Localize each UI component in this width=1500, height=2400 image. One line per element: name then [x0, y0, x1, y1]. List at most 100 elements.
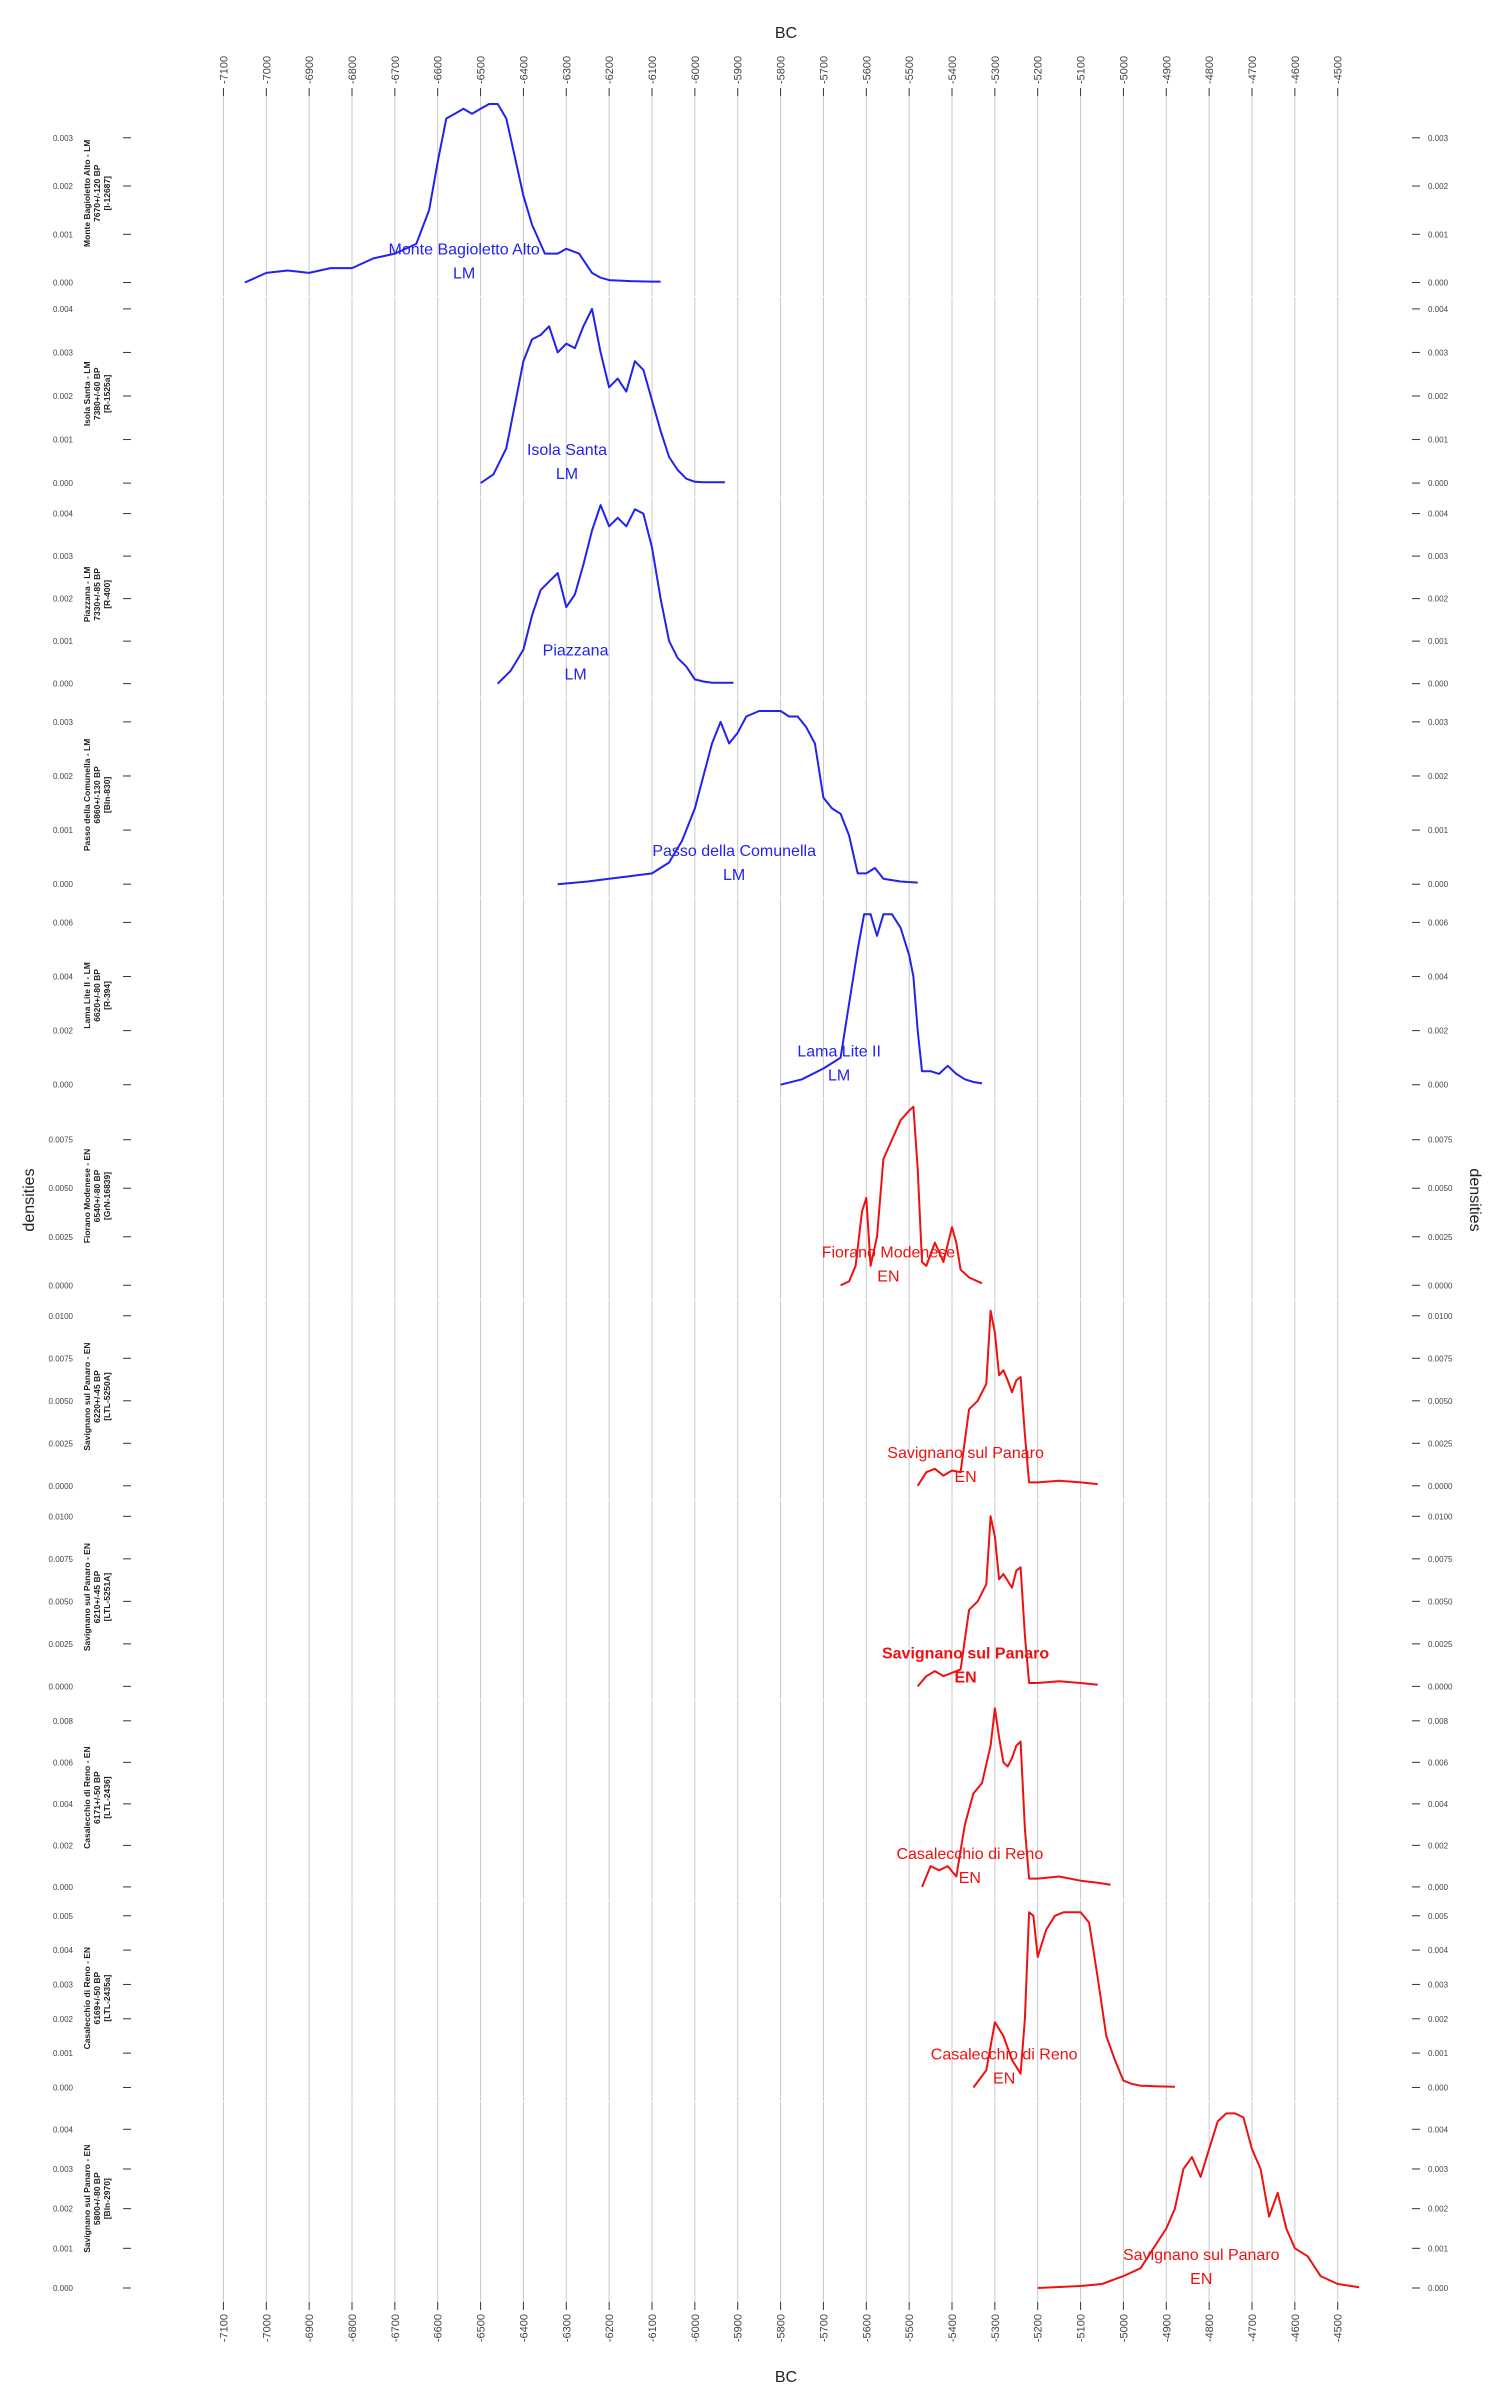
culture-label: EN — [959, 1870, 981, 1887]
sample-label-line: 6620+/-80 BP — [92, 969, 102, 1022]
culture-label: EN — [877, 1268, 899, 1285]
sample-label-line: 7380+/-60 BP — [92, 367, 102, 420]
y-tick-label-left: 0.002 — [53, 772, 74, 781]
y-tick-label-left: 0.004 — [53, 510, 74, 519]
y-tick-label-left: 0.0025 — [49, 1233, 74, 1242]
y-tick-label-left: 0.0000 — [49, 1281, 74, 1290]
y-tick-label-right: 0.0075 — [1428, 1555, 1453, 1564]
x-tick-label-top: -6200 — [604, 56, 616, 84]
y-tick-label-right: 0.000 — [1428, 880, 1449, 889]
sample-label-line: 6860+/-130 BP — [92, 766, 102, 824]
culture-label: LM — [556, 466, 578, 483]
x-tick-label-bottom: -5300 — [990, 2314, 1002, 2342]
y-tick-label-left: 0.000 — [53, 880, 74, 889]
site-label: Piazzana — [543, 643, 609, 660]
y-tick-label-left: 0.006 — [53, 918, 74, 927]
sample-label-line: Casalecchio di Reno - EN — [82, 1947, 92, 2049]
x-tick-label-top: -5600 — [861, 56, 873, 84]
x-tick-label-bottom: -6600 — [433, 2314, 445, 2342]
y-tick-label-left: 0.0000 — [49, 1482, 74, 1491]
y-tick-label-right: 0.0025 — [1428, 1439, 1453, 1448]
y-tick-label-left: 0.002 — [53, 392, 74, 401]
sample-label-line: [R-394] — [102, 981, 112, 1010]
sample-label: Fiorano Modenese - EN6540+/-80 BP[GrN-16… — [82, 1149, 112, 1243]
y-tick-label-left: 0.000 — [53, 279, 74, 288]
sample-label-line: 5800+/-80 BP — [92, 2172, 102, 2225]
y-tick-label-left: 0.000 — [53, 1883, 74, 1892]
y-tick-label-right: 0.004 — [1428, 510, 1449, 519]
y-tick-label-right: 0.004 — [1428, 1946, 1449, 1955]
density-curve — [480, 307, 725, 484]
x-tick-label-bottom: -5600 — [861, 2314, 873, 2342]
x-tick-label-bottom: -5700 — [818, 2314, 830, 2342]
y-tick-label-left: 0.008 — [53, 1717, 74, 1726]
y-tick-label-left: 0.001 — [53, 2049, 74, 2058]
density-panel: 0.000 0.000 0.001 0.001 0.002 0.002 0.003 0.003… — [53, 1900, 1449, 2092]
density-panel: 0.000 0.000 0.002 0.002 0.004 0.004 0.006 0.006… — [53, 897, 1449, 1090]
y-tick-label-left: 0.0050 — [49, 1184, 74, 1193]
x-tick-label-bottom: -7000 — [261, 2314, 273, 2342]
density-panel: 0.000 0.000 0.001 0.001 0.002 0.002 0.003 0.003… — [53, 697, 1449, 889]
sample-label: Savignano sul Panaro - EN6210+/-45 BP[LT… — [82, 1543, 112, 1651]
density-panel: 0.000 0.000 0.002 0.002 0.004 0.004 0.006 0.006… — [53, 1699, 1449, 1892]
sample-label-line: Passo della Comunella - LM — [82, 739, 92, 851]
vertical-gridlines — [222, 96, 1339, 2302]
x-tick-label-bottom: -6500 — [476, 2314, 488, 2342]
x-tick-label-top: -6000 — [690, 56, 702, 84]
y-tick-label-left: 0.000 — [53, 479, 74, 488]
y-tick-label-left: 0.003 — [53, 718, 74, 727]
y-tick-label-right: 0.005 — [1428, 1912, 1449, 1921]
y-tick-label-right: 0.0075 — [1428, 1354, 1453, 1363]
y-tick-label-right: 0.004 — [1428, 973, 1449, 982]
y-tick-label-left: 0.002 — [53, 2015, 74, 2024]
y-tick-label-left: 0.002 — [53, 1027, 74, 1036]
y-tick-label-left: 0.002 — [53, 595, 74, 604]
y-tick-label-left: 0.001 — [53, 230, 74, 239]
density-curve — [972, 1911, 1175, 2089]
density-curve — [1037, 2112, 1360, 2289]
culture-label: LM — [564, 667, 586, 684]
x-tick-label-bottom: -5800 — [776, 2314, 788, 2342]
sample-label: Monte Bagioletto Alto - LM7670+/-120 BP[… — [82, 140, 112, 247]
sample-label: Casalecchio di Reno - EN6171+/-50 BP[LTL… — [82, 1746, 112, 1849]
y-tick-label-left: 0.001 — [53, 2244, 74, 2253]
y-tick-label-left: 0.005 — [53, 1912, 74, 1921]
y-tick-label-right: 0.001 — [1428, 2244, 1449, 2253]
y-axis-title-right: densities — [1466, 1168, 1483, 1231]
x-tick-label-top: -6500 — [476, 56, 488, 84]
y-tick-label-right: 0.0050 — [1428, 1597, 1453, 1606]
density-panel: 0.0000 0.0000 0.0025 0.0025 0.0050 0.0050 0.00… — [49, 1298, 1453, 1491]
top-x-axis: -7100 -7000 -6900 -6800 -6700 -6600 -6500 -6400… — [218, 56, 1345, 96]
x-tick-label-top: -5200 — [1033, 56, 1045, 84]
y-tick-label-left: 0.003 — [53, 2165, 74, 2174]
bottom-x-axis: -7100 -7000 -6900 -6800 -6700 -6600 -6500 -6400… — [218, 2302, 1345, 2342]
x-tick-label-top: -5100 — [1076, 56, 1088, 84]
y-tick-label-left: 0.004 — [53, 973, 74, 982]
y-tick-label-right: 0.006 — [1428, 918, 1449, 927]
x-tick-label-bottom: -7100 — [218, 2314, 230, 2342]
y-tick-label-left: 0.000 — [53, 2284, 74, 2293]
density-panel: 0.000 0.000 0.001 0.001 0.002 0.002 0.003 0.003… — [53, 103, 1449, 288]
sample-label: Isola Santa - LM7380+/-60 BP[R-1525a] — [82, 361, 112, 426]
density-panel: 0.0000 0.0000 0.0025 0.0025 0.0050 0.0050 0.00… — [49, 1499, 1453, 1691]
site-label: Lama Lite II — [797, 1044, 881, 1061]
y-tick-label-left: 0.0075 — [49, 1354, 74, 1363]
density-curve — [780, 913, 983, 1086]
y-tick-label-right: 0.002 — [1428, 2205, 1449, 2214]
x-tick-label-bottom: -6900 — [304, 2314, 316, 2342]
sample-label-line: Savignano sul Panaro - EN — [82, 1342, 92, 1450]
y-tick-label-right: 0.0025 — [1428, 1640, 1453, 1649]
site-label: Savignano sul Panaro — [887, 1445, 1044, 1462]
x-tick-label-bottom: -4500 — [1333, 2314, 1345, 2342]
y-tick-label-right: 0.002 — [1428, 2015, 1449, 2024]
x-tick-label-top: -5500 — [904, 56, 916, 84]
y-tick-label-left: 0.000 — [53, 680, 74, 689]
x-tick-label-top: -6100 — [647, 56, 659, 84]
x-tick-label-bottom: -6100 — [647, 2314, 659, 2342]
y-tick-label-left: 0.002 — [53, 2205, 74, 2214]
x-tick-label-bottom: -5900 — [733, 2314, 745, 2342]
sample-label-line: Piazzana - LM — [82, 566, 92, 622]
y-tick-label-right: 0.0100 — [1428, 1312, 1453, 1321]
sample-label-line: [LTL-2435a] — [102, 1974, 112, 2021]
x-tick-label-top: -4800 — [1204, 56, 1216, 84]
